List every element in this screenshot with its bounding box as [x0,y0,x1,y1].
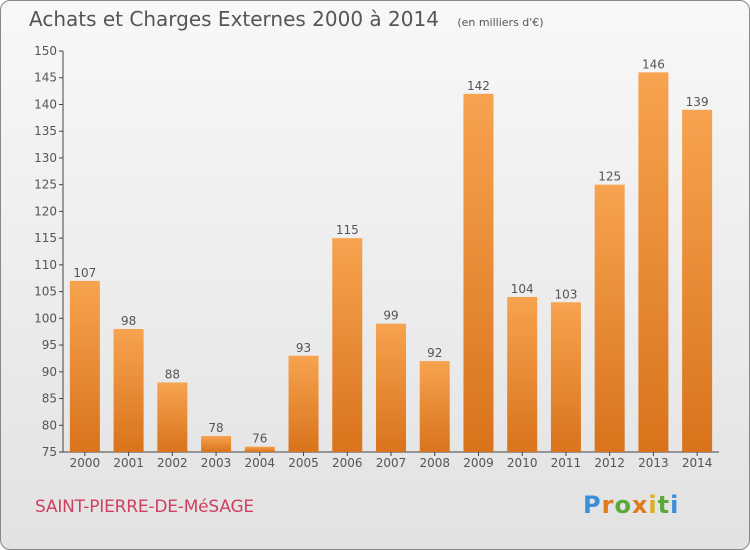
bar-value-label: 115 [336,223,359,237]
bar-value-label: 78 [208,421,223,435]
bar-2013 [638,72,669,453]
x-tick-label: 2005 [288,456,319,470]
x-tick-label: 2008 [419,456,450,470]
logo-letter-2: r [601,491,615,519]
bar-value-label: 98 [121,314,136,328]
y-tick-label: 100 [34,311,57,325]
logo-letter-7: i [670,491,680,519]
bar-value-label: 76 [252,432,267,446]
bar-2008 [419,361,450,452]
proxiti-logo: Proxiti [583,491,679,519]
y-tick-label: 130 [34,151,57,165]
bar-2007 [376,323,406,452]
x-tick-label: 2000 [70,456,101,470]
bar-value-label: 104 [511,282,534,296]
bar-2011 [550,302,581,452]
logo-letter-4: x [631,491,649,519]
bar-value-label: 103 [554,287,577,301]
bar-2002 [157,382,188,452]
y-tick-label: 145 [34,71,57,85]
x-tick-label: 2012 [594,456,625,470]
x-tick-label: 2006 [332,456,363,470]
x-tick-label: 2010 [507,456,538,470]
bar-2003 [201,435,232,452]
bar-value-label: 92 [427,346,442,360]
bar-value-label: 125 [598,170,621,184]
y-tick-label: 75 [42,445,57,459]
y-tick-label: 125 [34,178,57,192]
y-tick-label: 105 [34,285,57,299]
bar-2000 [69,280,100,452]
y-tick-label: 140 [34,97,57,111]
logo-letter-5: i [648,491,658,519]
bar-value-label: 88 [165,367,180,381]
logo-letter-6: t [657,491,671,519]
bar-value-label: 99 [383,309,398,323]
y-tick-label: 120 [34,204,57,218]
bar-value-label: 142 [467,79,490,93]
bar-value-label: 93 [296,341,311,355]
x-tick-label: 2014 [682,456,713,470]
x-tick-label: 2004 [245,456,276,470]
x-tick-label: 2011 [551,456,582,470]
y-tick-label: 80 [42,418,57,432]
y-tick-label: 95 [42,338,57,352]
y-tick-label: 115 [34,231,57,245]
x-tick-label: 2013 [638,456,669,470]
y-tick-label: 135 [34,124,57,138]
commune-name: SAINT-PIERRE-DE-MéSAGE [35,497,254,517]
bar-2009 [463,93,494,453]
logo-letter-1: P [583,491,602,519]
chart-unit: (en milliers d'€) [457,16,544,29]
bar-2006 [332,238,363,452]
bar-2005 [288,355,319,452]
bar-2012 [594,184,625,452]
bar-value-label: 139 [686,95,709,109]
bar-2004 [244,446,275,452]
bar-chart: 75 80 85 90 95 100 105 110 115 120 125 130 135 140 145… [34,44,719,470]
chart-title-text: Achats et Charges Externes 2000 à 2014 [29,7,439,31]
y-tick-label: 85 [42,392,57,406]
x-tick-label: 2003 [201,456,232,470]
bar-2014 [682,109,713,453]
y-tick-label: 90 [42,365,57,379]
bar-2010 [507,296,538,452]
bar-value-label: 146 [642,57,665,71]
logo-letter-3: o [614,491,632,519]
y-tick-label: 110 [34,258,57,272]
x-tick-label: 2009 [463,456,494,470]
x-tick-label: 2001 [113,456,144,470]
chart-title: Achats et Charges Externes 2000 à 2014 (… [29,7,544,31]
x-tick-label: 2002 [157,456,188,470]
bar-2001 [113,329,144,452]
y-tick-label: 150 [34,44,57,58]
x-tick-label: 2007 [376,456,407,470]
bar-value-label: 107 [73,266,96,280]
